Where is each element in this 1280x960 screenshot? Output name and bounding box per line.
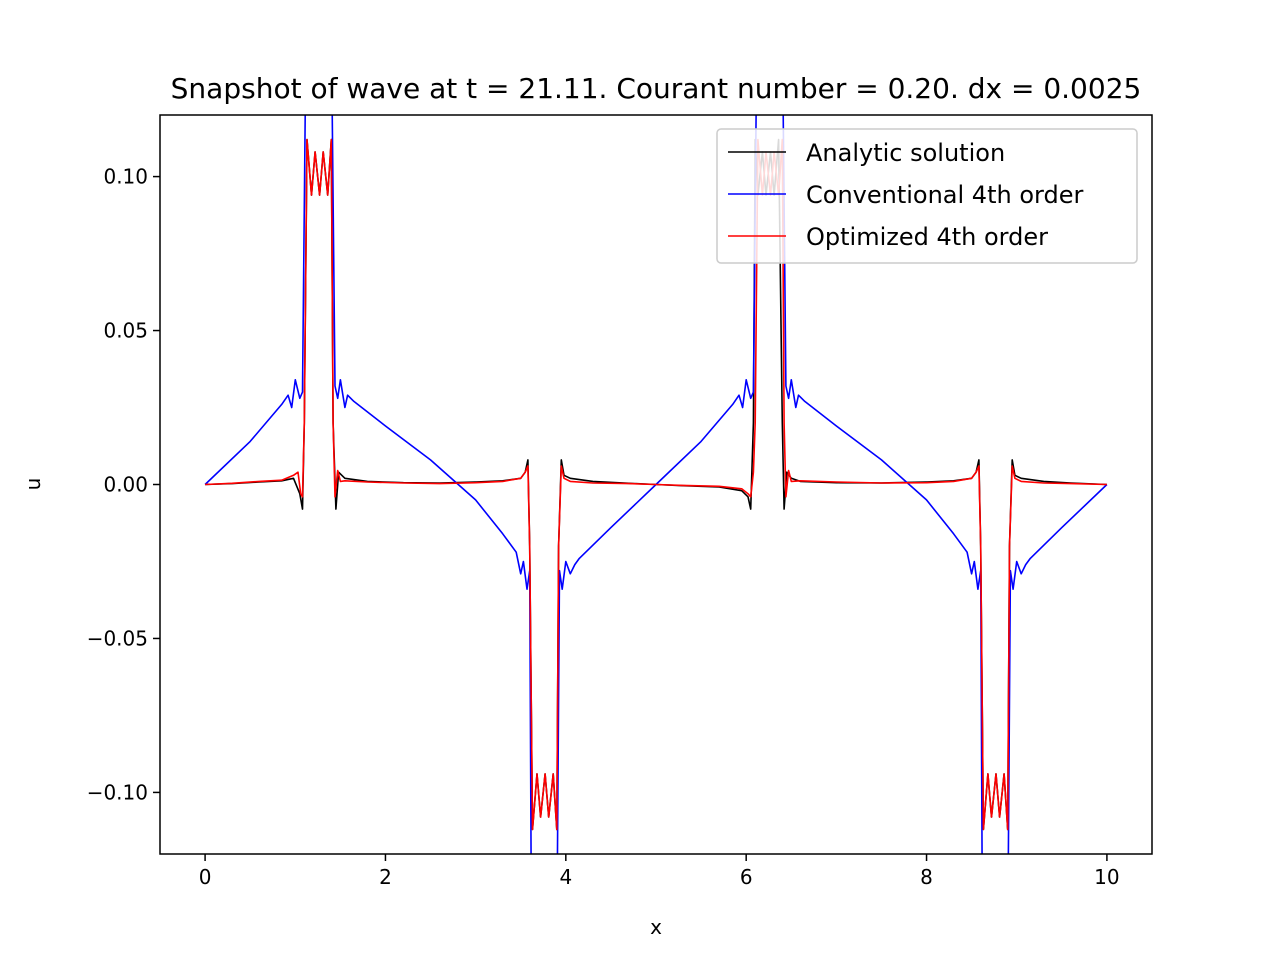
x-tick-label: 6 [740, 865, 753, 889]
x-axis-label: x [650, 915, 662, 939]
legend-box [716, 128, 1138, 264]
y-tick-label: −0.05 [87, 626, 148, 650]
chart-title: Snapshot of wave at t = 21.11. Courant n… [171, 72, 1142, 105]
series-layer [204, 115, 1108, 854]
x-tick-label: 4 [559, 865, 572, 889]
x-tick-label: 0 [199, 865, 212, 889]
x-tick-label: 10 [1094, 865, 1119, 889]
y-tick-label: −0.10 [87, 780, 148, 804]
legend: Analytic solution Conventional 4th order… [716, 128, 1138, 264]
x-tick-label: 2 [379, 865, 392, 889]
y-tick-label: 0.05 [103, 319, 148, 343]
legend-label-conventional: Conventional 4th order [806, 181, 1083, 209]
y-axis: 0.10 0.05 0.00 −0.05 −0.10 [87, 165, 160, 804]
x-tick-label: 8 [920, 865, 933, 889]
y-tick-label: 0.00 [103, 473, 148, 497]
y-axis-label: u [21, 478, 45, 491]
legend-label-optimized: Optimized 4th order [806, 223, 1048, 251]
series-optimized [205, 138, 1107, 831]
legend-label-analytic: Analytic solution [806, 139, 1005, 167]
y-tick-label: 0.10 [103, 165, 148, 189]
x-axis: 0 2 4 6 8 10 [199, 854, 1120, 889]
